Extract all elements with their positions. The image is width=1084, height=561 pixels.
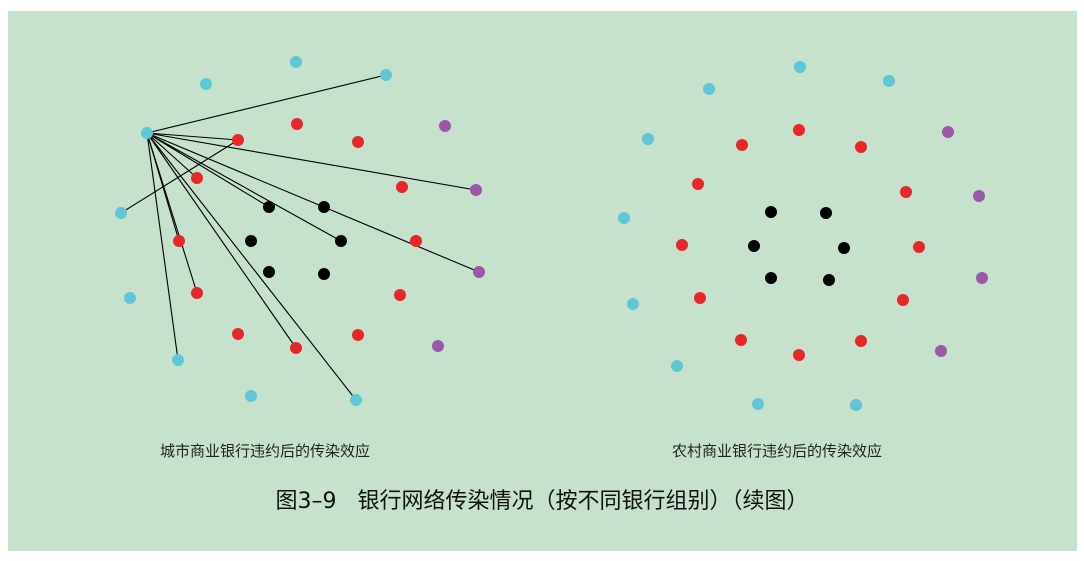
bank-node-purple bbox=[976, 272, 988, 284]
bank-node-cyan bbox=[290, 56, 302, 68]
bank-node-black bbox=[838, 242, 850, 254]
bank-node-cyan bbox=[350, 394, 362, 406]
bank-node-red bbox=[735, 334, 747, 346]
bank-node-black bbox=[820, 207, 832, 219]
bank-node-black bbox=[263, 266, 275, 278]
bank-node-red bbox=[191, 172, 203, 184]
rural-bank-network bbox=[618, 61, 988, 411]
bank-node-black bbox=[765, 206, 777, 218]
bank-node-cyan bbox=[883, 75, 895, 87]
bank-node-red bbox=[897, 294, 909, 306]
bank-node-red bbox=[173, 235, 185, 247]
bank-node-cyan bbox=[124, 292, 136, 304]
bank-node-cyan bbox=[627, 298, 639, 310]
contagion-edge bbox=[146, 74, 387, 134]
bank-node-red bbox=[232, 328, 244, 340]
bank-node-cyan bbox=[703, 83, 715, 95]
bank-node-purple bbox=[473, 266, 485, 278]
contagion-edge bbox=[146, 132, 239, 141]
contagion-edge bbox=[146, 132, 297, 349]
bank-node-black bbox=[245, 235, 257, 247]
bank-node-red bbox=[793, 349, 805, 361]
bank-node-cyan bbox=[141, 127, 153, 139]
bank-node-red bbox=[290, 342, 302, 354]
bank-node-red bbox=[900, 186, 912, 198]
bank-node-cyan bbox=[380, 69, 392, 81]
contagion-edge bbox=[146, 132, 357, 401]
bank-node-purple bbox=[942, 126, 954, 138]
bank-node-black bbox=[748, 240, 760, 252]
figure-panel bbox=[8, 11, 1077, 551]
bank-node-red bbox=[352, 329, 364, 341]
bank-node-purple bbox=[470, 184, 482, 196]
contagion-edge bbox=[146, 132, 480, 273]
bank-node-cyan bbox=[642, 133, 654, 145]
bank-node-black bbox=[823, 274, 835, 286]
bank-node-red bbox=[191, 287, 203, 299]
bank-node-red bbox=[855, 335, 867, 347]
bank-node-black bbox=[318, 268, 330, 280]
rural-bank-label: 农村商业银行违约后的传染效应 bbox=[672, 442, 883, 460]
bank-node-cyan bbox=[850, 399, 862, 411]
contagion-edge bbox=[146, 132, 477, 191]
bank-node-red bbox=[410, 235, 422, 247]
bank-node-red bbox=[291, 118, 303, 130]
bank-node-purple bbox=[935, 345, 947, 357]
bank-node-red bbox=[736, 139, 748, 151]
contagion-edge bbox=[120, 139, 239, 214]
bank-node-cyan bbox=[172, 354, 184, 366]
bank-node-red bbox=[394, 289, 406, 301]
bank-node-cyan bbox=[200, 78, 212, 90]
bank-node-cyan bbox=[671, 360, 683, 372]
bank-node-cyan bbox=[245, 390, 257, 402]
bank-node-black bbox=[765, 272, 777, 284]
bank-node-purple bbox=[973, 190, 985, 202]
bank-node-cyan bbox=[618, 212, 630, 224]
contagion-edge bbox=[146, 132, 270, 208]
bank-node-red bbox=[694, 292, 706, 304]
city-bank-network bbox=[115, 56, 485, 406]
bank-node-cyan bbox=[794, 61, 806, 73]
bank-node-purple bbox=[432, 340, 444, 352]
figure-caption: 图3–9 银行网络传染情况（按不同银行组别）（续图） bbox=[275, 489, 809, 514]
bank-node-red bbox=[232, 134, 244, 146]
contagion-edge bbox=[146, 132, 342, 242]
bank-node-red bbox=[855, 141, 867, 153]
city-bank-label: 城市商业银行违约后的传染效应 bbox=[160, 442, 371, 460]
bank-node-red bbox=[692, 178, 704, 190]
bank-node-purple bbox=[439, 120, 451, 132]
bank-node-red bbox=[352, 136, 364, 148]
bank-node-red bbox=[793, 124, 805, 136]
bank-node-red bbox=[676, 239, 688, 251]
bank-node-cyan bbox=[752, 398, 764, 410]
bank-node-black bbox=[318, 201, 330, 213]
bank-node-black bbox=[263, 201, 275, 213]
bank-node-black bbox=[335, 235, 347, 247]
bank-node-cyan bbox=[115, 207, 127, 219]
contagion-edge bbox=[146, 132, 179, 361]
bank-node-red bbox=[913, 241, 925, 253]
bank-node-red bbox=[396, 181, 408, 193]
